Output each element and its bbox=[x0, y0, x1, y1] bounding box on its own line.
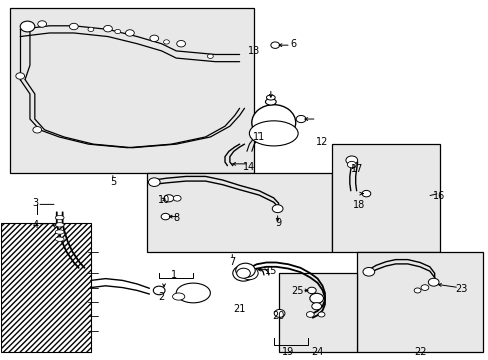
Text: 20: 20 bbox=[272, 311, 284, 321]
Text: 3: 3 bbox=[33, 198, 39, 208]
Circle shape bbox=[33, 127, 41, 133]
Text: 16: 16 bbox=[432, 191, 445, 201]
Bar bbox=[278, 273, 356, 352]
Text: 4: 4 bbox=[33, 220, 39, 230]
Circle shape bbox=[236, 268, 250, 278]
Circle shape bbox=[38, 21, 46, 27]
Circle shape bbox=[307, 287, 316, 294]
Ellipse shape bbox=[55, 230, 64, 234]
Text: 7: 7 bbox=[229, 257, 235, 267]
Circle shape bbox=[173, 195, 181, 201]
Circle shape bbox=[207, 54, 213, 58]
Circle shape bbox=[306, 312, 314, 318]
Circle shape bbox=[115, 30, 121, 34]
Circle shape bbox=[270, 42, 279, 48]
Circle shape bbox=[345, 156, 357, 165]
Text: 18: 18 bbox=[352, 200, 365, 210]
Circle shape bbox=[88, 27, 94, 32]
Text: 19: 19 bbox=[282, 347, 294, 357]
Ellipse shape bbox=[172, 293, 184, 300]
Ellipse shape bbox=[249, 121, 298, 146]
Ellipse shape bbox=[55, 216, 64, 220]
Circle shape bbox=[176, 41, 185, 47]
Ellipse shape bbox=[55, 237, 64, 241]
Text: 24: 24 bbox=[311, 347, 323, 357]
Text: 1: 1 bbox=[170, 270, 177, 280]
Bar bbox=[331, 144, 439, 252]
Circle shape bbox=[16, 73, 24, 79]
Text: 15: 15 bbox=[264, 266, 277, 276]
Ellipse shape bbox=[176, 283, 210, 303]
Circle shape bbox=[161, 213, 169, 220]
Circle shape bbox=[362, 267, 374, 276]
Ellipse shape bbox=[251, 105, 295, 140]
Text: 17: 17 bbox=[350, 164, 362, 174]
Text: 25: 25 bbox=[290, 286, 303, 296]
Circle shape bbox=[346, 161, 355, 168]
Circle shape bbox=[125, 30, 134, 36]
Circle shape bbox=[153, 286, 164, 295]
Text: 23: 23 bbox=[454, 284, 467, 294]
Text: 21: 21 bbox=[233, 304, 245, 314]
Ellipse shape bbox=[266, 95, 275, 100]
Text: 2: 2 bbox=[158, 292, 164, 302]
Circle shape bbox=[318, 312, 325, 317]
Text: 12: 12 bbox=[316, 138, 328, 147]
Circle shape bbox=[296, 116, 305, 123]
Circle shape bbox=[69, 23, 78, 30]
Text: 5: 5 bbox=[109, 177, 116, 187]
Circle shape bbox=[413, 288, 420, 293]
Circle shape bbox=[235, 263, 255, 278]
Circle shape bbox=[240, 267, 258, 280]
Circle shape bbox=[163, 195, 173, 202]
Text: 10: 10 bbox=[158, 195, 170, 205]
Circle shape bbox=[309, 293, 323, 303]
Circle shape bbox=[232, 265, 254, 281]
Bar bbox=[147, 173, 331, 252]
Circle shape bbox=[272, 205, 283, 213]
Circle shape bbox=[311, 303, 321, 310]
Bar bbox=[10, 8, 254, 173]
Text: 9: 9 bbox=[275, 218, 281, 228]
Circle shape bbox=[361, 190, 370, 197]
Bar bbox=[0, 223, 91, 352]
Text: 8: 8 bbox=[173, 213, 179, 222]
Circle shape bbox=[427, 278, 438, 286]
Text: 14: 14 bbox=[243, 162, 255, 172]
Ellipse shape bbox=[55, 223, 64, 227]
Circle shape bbox=[20, 21, 35, 32]
Ellipse shape bbox=[265, 99, 276, 105]
Circle shape bbox=[420, 285, 428, 291]
Circle shape bbox=[274, 310, 285, 318]
Text: 22: 22 bbox=[413, 347, 426, 357]
Text: 13: 13 bbox=[247, 46, 260, 56]
Circle shape bbox=[103, 26, 112, 32]
Text: 11: 11 bbox=[252, 132, 264, 142]
Bar bbox=[356, 252, 483, 352]
Circle shape bbox=[148, 178, 160, 186]
Circle shape bbox=[150, 35, 158, 41]
Circle shape bbox=[163, 40, 169, 44]
Text: 6: 6 bbox=[289, 39, 296, 49]
